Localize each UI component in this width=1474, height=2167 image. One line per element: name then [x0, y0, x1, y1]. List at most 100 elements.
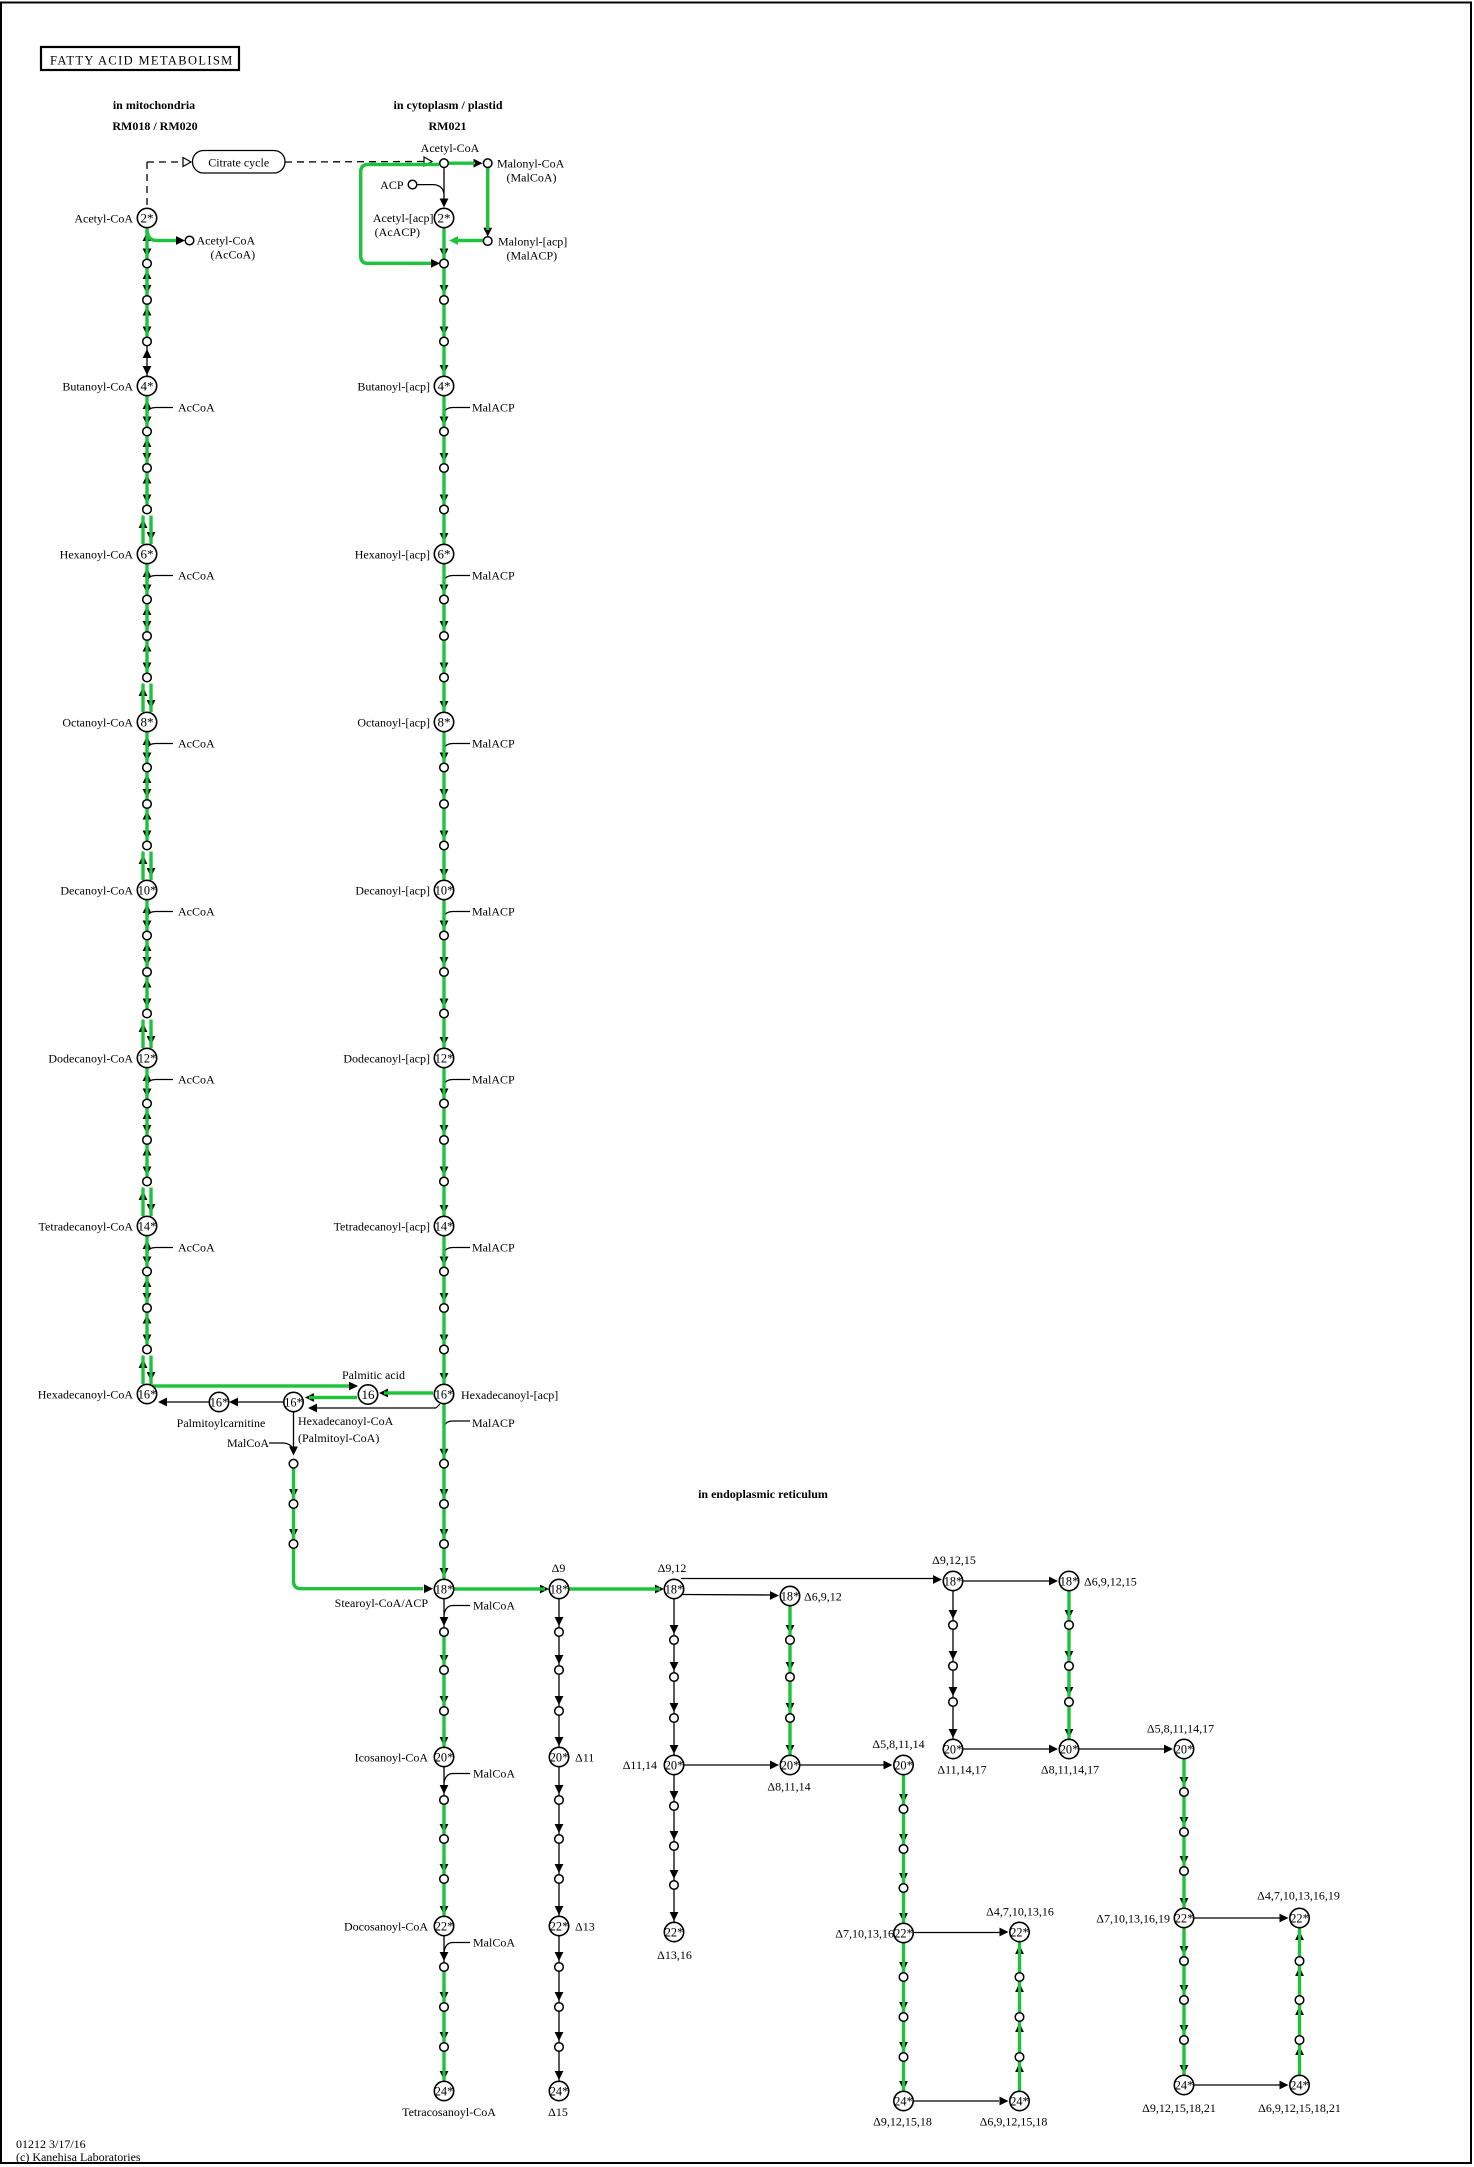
svg-text:01212 3/17/16: 01212 3/17/16 — [16, 2137, 86, 2151]
svg-text:4*: 4* — [438, 378, 451, 393]
svg-text:Δ8,11,14: Δ8,11,14 — [767, 1780, 810, 1794]
svg-text:24*: 24* — [550, 2084, 568, 2098]
svg-text:Δ9,12,15,18,21: Δ9,12,15,18,21 — [1142, 2101, 1216, 2115]
svg-text:Δ13,16: Δ13,16 — [657, 1948, 692, 1962]
svg-text:in endoplasmic reticulum: in endoplasmic reticulum — [698, 1487, 828, 1501]
svg-text:Palmitic acid: Palmitic acid — [342, 1368, 405, 1382]
svg-text:24*: 24* — [435, 2084, 453, 2098]
svg-text:Δ9,12,15,18: Δ9,12,15,18 — [873, 2115, 932, 2129]
svg-text:in mitochondria: in mitochondria — [113, 98, 195, 112]
svg-text:Tetracosanoyl-CoA: Tetracosanoyl-CoA — [402, 2105, 496, 2119]
svg-text:(AcACP): (AcACP) — [375, 225, 420, 239]
svg-text:16: 16 — [362, 1387, 376, 1402]
svg-text:Δ11,14: Δ11,14 — [623, 1758, 657, 1772]
svg-text:AcCoA: AcCoA — [178, 905, 215, 919]
svg-text:RM018 / RM020: RM018 / RM020 — [112, 119, 197, 133]
svg-text:Δ4,7,10,13,16: Δ4,7,10,13,16 — [986, 1905, 1054, 1919]
svg-text:22*: 22* — [894, 1926, 912, 1940]
svg-text:Δ11,14,17: Δ11,14,17 — [937, 1763, 986, 1777]
svg-text:12*: 12* — [138, 1051, 156, 1065]
svg-text:Butanoyl-CoA: Butanoyl-CoA — [62, 380, 133, 394]
svg-text:Dodecanoyl-CoA: Dodecanoyl-CoA — [48, 1052, 133, 1066]
svg-text:AcCoA: AcCoA — [178, 737, 215, 751]
svg-text:20*: 20* — [1175, 1742, 1193, 1756]
svg-text:20*: 20* — [665, 1758, 683, 1772]
svg-text:Δ11: Δ11 — [575, 1751, 594, 1765]
svg-text:MalACP: MalACP — [472, 1073, 515, 1087]
svg-text:Acetyl-CoA: Acetyl-CoA — [74, 212, 133, 226]
svg-text:16*: 16* — [284, 1395, 302, 1409]
svg-text:Decanoyl-CoA: Decanoyl-CoA — [60, 884, 133, 898]
svg-text:in cytoplasm / plastid: in cytoplasm / plastid — [393, 98, 502, 112]
svg-text:Citrate cycle: Citrate cycle — [208, 156, 269, 170]
svg-text:Icosanoyl-CoA: Icosanoyl-CoA — [355, 1751, 429, 1765]
svg-text:Δ6,9,12: Δ6,9,12 — [804, 1590, 842, 1604]
svg-text:(Palmitoyl-CoA): (Palmitoyl-CoA) — [298, 1431, 379, 1445]
svg-text:24*: 24* — [894, 2094, 912, 2108]
svg-text:(c) Kanehisa Laboratories: (c) Kanehisa Laboratories — [16, 2150, 141, 2164]
svg-text:Malonyl-CoA: Malonyl-CoA — [497, 157, 565, 171]
svg-text:Acetyl-CoA: Acetyl-CoA — [421, 141, 480, 155]
svg-text:18*: 18* — [550, 1582, 568, 1596]
svg-text:14*: 14* — [138, 1219, 156, 1233]
svg-text:Δ5,8,11,14: Δ5,8,11,14 — [872, 1737, 924, 1751]
svg-text:MalACP: MalACP — [472, 569, 515, 583]
svg-text:MalCoA: MalCoA — [473, 1936, 515, 1950]
svg-text:20*: 20* — [435, 1750, 453, 1764]
svg-text:Hexanoyl-[acp]: Hexanoyl-[acp] — [355, 548, 430, 562]
svg-text:20*: 20* — [781, 1758, 799, 1772]
svg-text:18*: 18* — [944, 1574, 962, 1588]
svg-text:Tetradecanoyl-CoA: Tetradecanoyl-CoA — [39, 1220, 134, 1234]
svg-text:Δ6,9,12,15,18,21: Δ6,9,12,15,18,21 — [1258, 2101, 1341, 2115]
svg-text:12*: 12* — [435, 1051, 453, 1065]
svg-text:Octanoyl-[acp]: Octanoyl-[acp] — [357, 716, 430, 730]
svg-text:24*: 24* — [1290, 2078, 1308, 2092]
svg-text:22*: 22* — [665, 1925, 683, 1939]
svg-text:8*: 8* — [438, 714, 451, 729]
svg-text:Dodecanoyl-[acp]: Dodecanoyl-[acp] — [343, 1052, 430, 1066]
svg-text:AcCoA: AcCoA — [178, 1073, 215, 1087]
svg-text:22*: 22* — [550, 1919, 568, 1933]
svg-text:18*: 18* — [435, 1582, 453, 1596]
svg-text:Δ6,9,12,15,18: Δ6,9,12,15,18 — [980, 2115, 1048, 2129]
svg-text:AcCoA: AcCoA — [178, 1241, 215, 1255]
svg-text:Hexanoyl-CoA: Hexanoyl-CoA — [60, 548, 134, 562]
svg-text:Δ7,10,13,16: Δ7,10,13,16 — [835, 1927, 894, 1941]
svg-text:Acetyl-[acp]: Acetyl-[acp] — [373, 211, 434, 225]
svg-text:Δ15: Δ15 — [548, 2105, 568, 2119]
svg-text:MalCoA: MalCoA — [473, 1599, 515, 1613]
svg-text:Δ9,12: Δ9,12 — [658, 1561, 687, 1575]
svg-text:Malonyl-[acp]: Malonyl-[acp] — [498, 235, 567, 249]
svg-text:6*: 6* — [438, 546, 451, 561]
svg-text:20*: 20* — [894, 1758, 912, 1772]
svg-text:Δ9,12,15: Δ9,12,15 — [932, 1553, 976, 1567]
svg-text:MalACP: MalACP — [472, 1416, 515, 1430]
svg-text:(MalACP): (MalACP) — [507, 249, 558, 263]
svg-text:24*: 24* — [1010, 2094, 1028, 2108]
svg-text:MalACP: MalACP — [472, 905, 515, 919]
svg-text:18*: 18* — [665, 1582, 683, 1596]
svg-text:Docosanoyl-CoA: Docosanoyl-CoA — [344, 1920, 428, 1934]
svg-text:Hexadecanoyl-CoA: Hexadecanoyl-CoA — [298, 1414, 394, 1428]
svg-text:2*: 2* — [438, 210, 451, 225]
svg-text:14*: 14* — [435, 1219, 453, 1233]
svg-text:16*: 16* — [210, 1395, 228, 1409]
svg-text:22*: 22* — [435, 1919, 453, 1933]
svg-text:16*: 16* — [138, 1387, 156, 1401]
svg-text:RM021: RM021 — [429, 119, 467, 133]
svg-text:(AcCoA): (AcCoA) — [211, 248, 256, 262]
svg-text:Decanoyl-[acp]: Decanoyl-[acp] — [355, 884, 430, 898]
svg-text:8*: 8* — [141, 714, 154, 729]
svg-text:MalCoA: MalCoA — [473, 1767, 515, 1781]
svg-text:20*: 20* — [1060, 1742, 1078, 1756]
svg-text:16*: 16* — [435, 1387, 453, 1401]
svg-text:Δ9: Δ9 — [552, 1561, 566, 1575]
svg-text:4*: 4* — [141, 378, 154, 393]
svg-text:(MalCoA): (MalCoA) — [507, 171, 557, 185]
svg-text:Δ5,8,11,14,17: Δ5,8,11,14,17 — [1147, 1722, 1214, 1736]
svg-text:22*: 22* — [1010, 1925, 1028, 1939]
svg-text:6*: 6* — [141, 546, 154, 561]
svg-text:Butanoyl-[acp]: Butanoyl-[acp] — [357, 380, 430, 394]
svg-text:20*: 20* — [550, 1750, 568, 1764]
svg-text:AcCoA: AcCoA — [178, 401, 215, 415]
